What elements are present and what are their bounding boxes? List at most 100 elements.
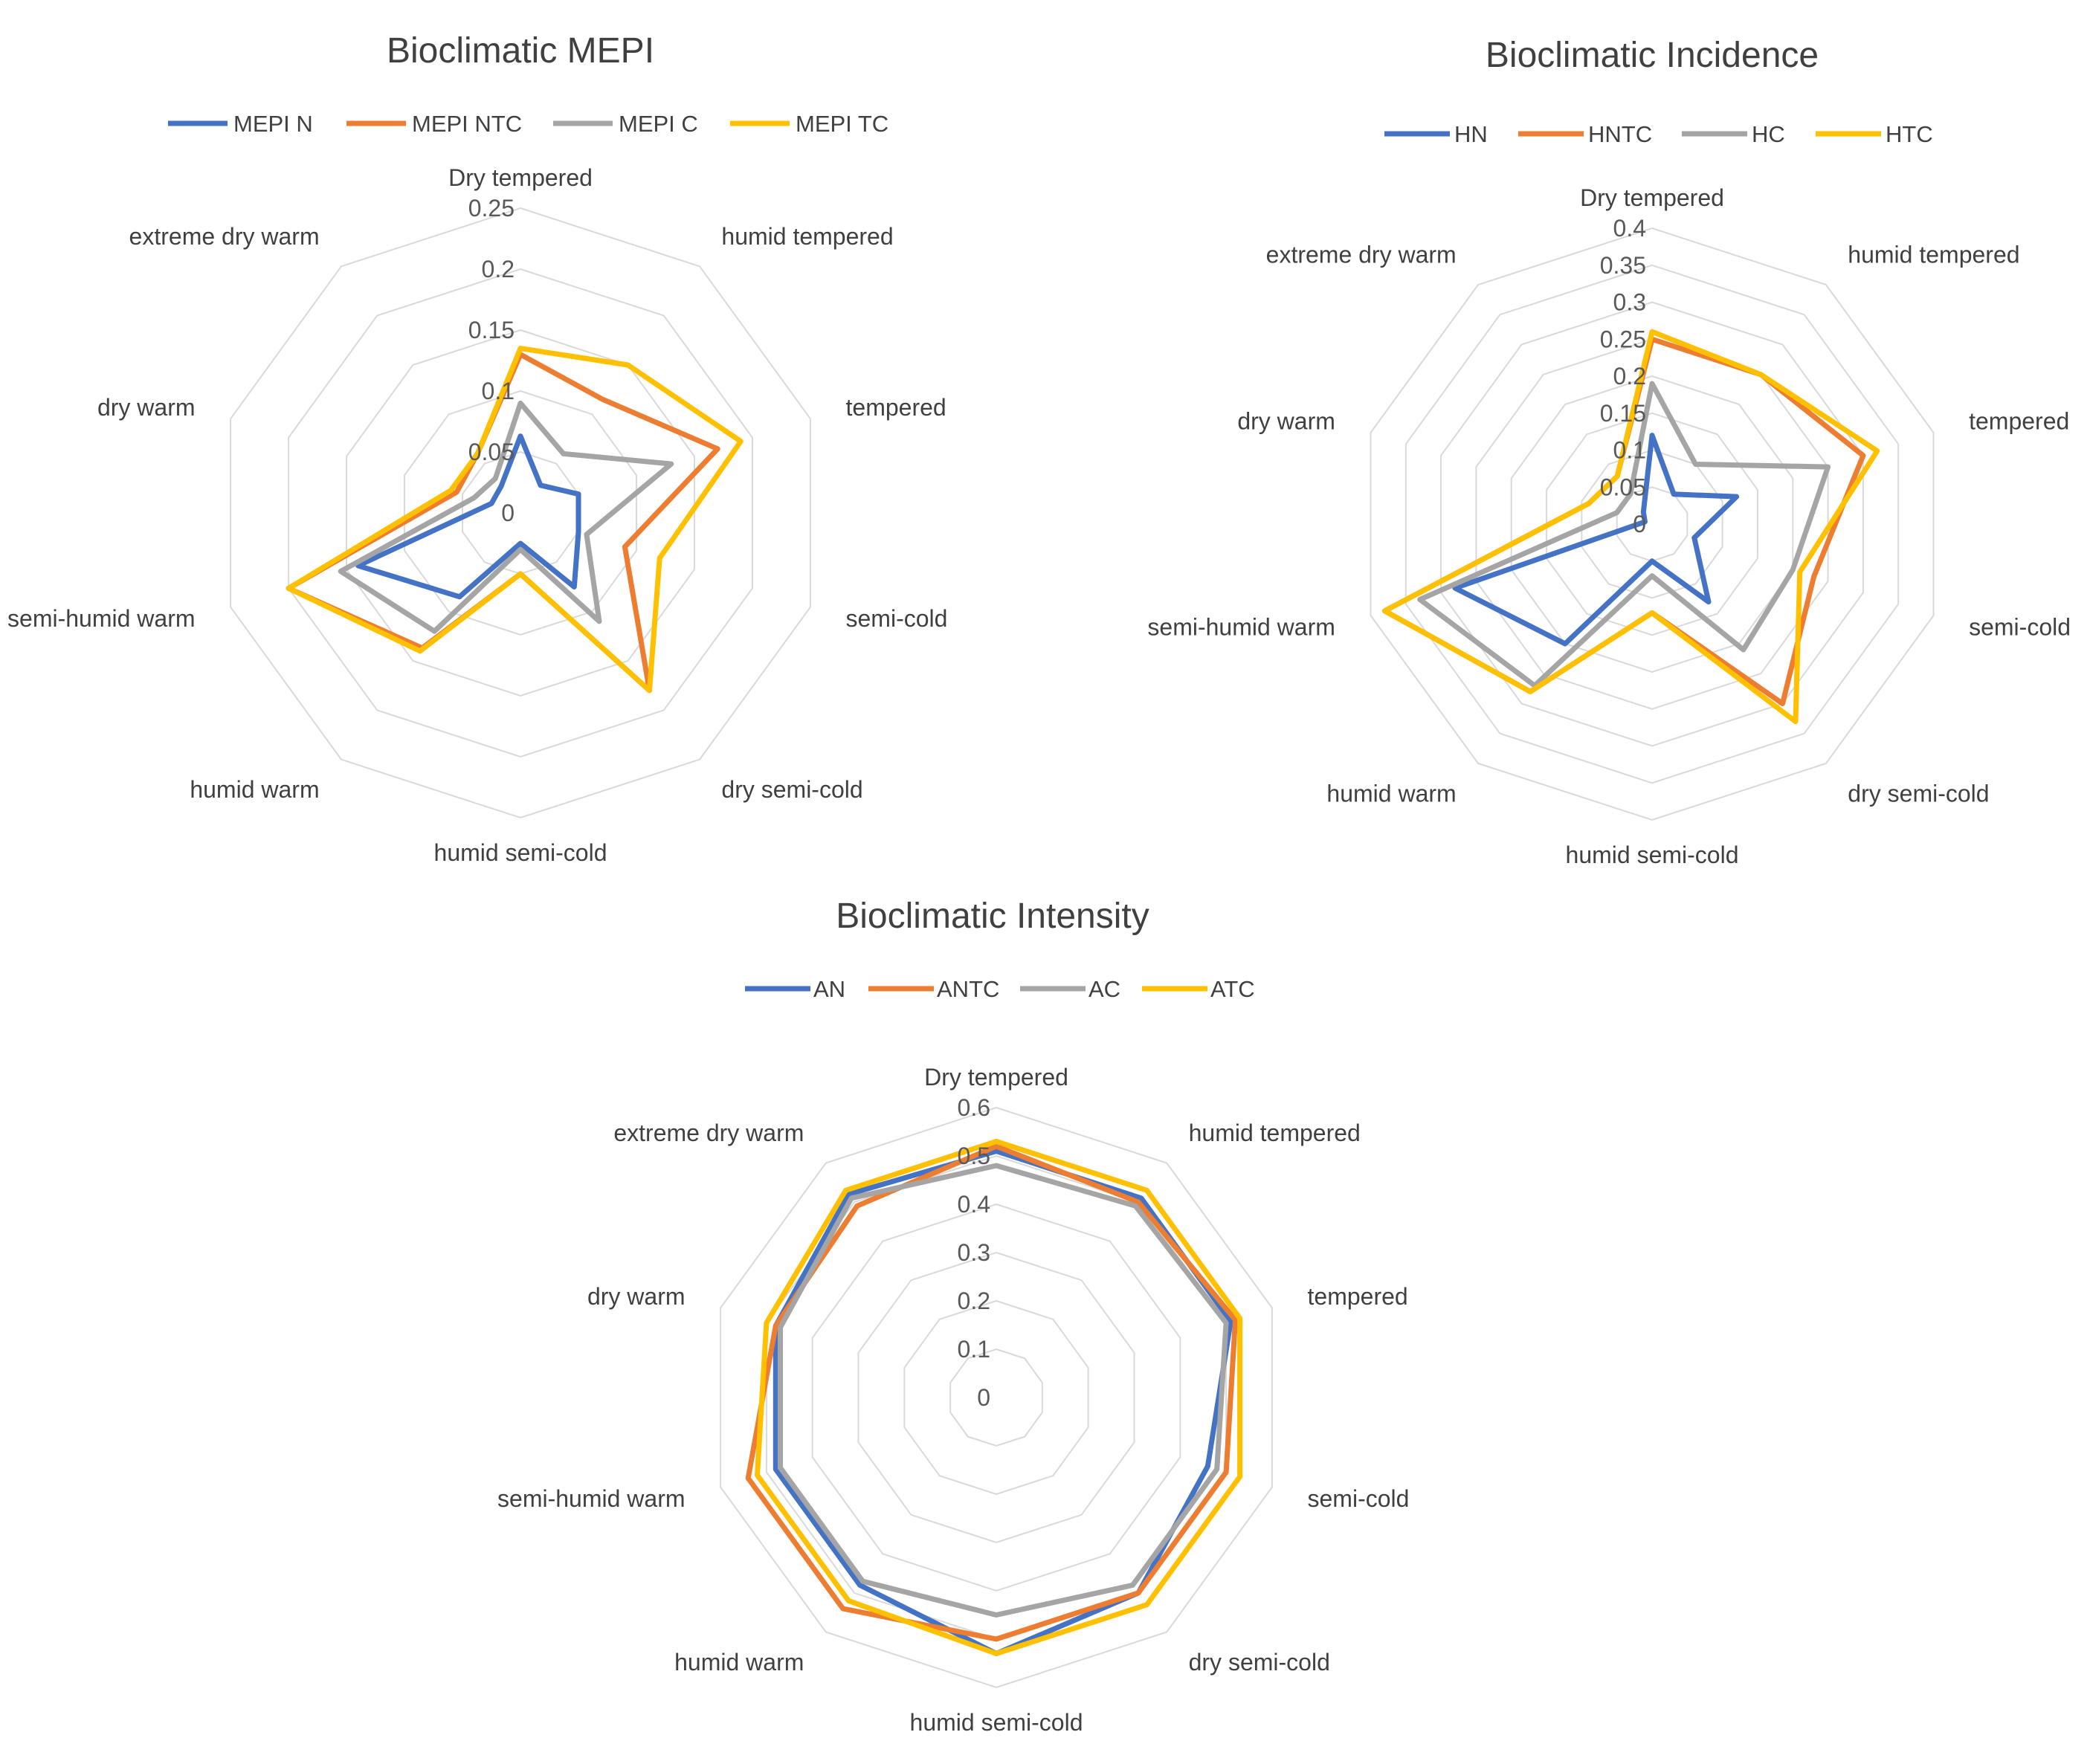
legend-label: HTC bbox=[1886, 121, 1933, 147]
category-label: Dry tempered bbox=[1580, 184, 1724, 211]
grid-ring bbox=[1404, 264, 1900, 784]
tick-label: 0.1 bbox=[1613, 437, 1646, 464]
tick-label: 0.2 bbox=[482, 256, 515, 282]
series-line bbox=[755, 1139, 1243, 1656]
grid-ring bbox=[230, 207, 811, 819]
legend: MEPI N MEPI NTC MEPI C MEPI TC bbox=[168, 111, 888, 137]
category-label: extreme dry warm bbox=[1266, 242, 1457, 268]
radar-plot: 0 0.05 0.1 0.15 0.2 0.25 Dry tempered humid tem… bbox=[7, 164, 947, 866]
series-line bbox=[1417, 381, 1831, 688]
legend-label: ATC bbox=[1210, 976, 1255, 1002]
category-labels: Dry tempered humid tempered tempered semi-c… bbox=[7, 164, 947, 866]
tick-label: 0.4 bbox=[1613, 215, 1646, 242]
legend-item: MEPI N bbox=[168, 111, 313, 137]
grid-ring bbox=[811, 1203, 1181, 1592]
radial-ticks: 0 0.05 0.1 0.15 0.2 0.25 bbox=[468, 195, 515, 526]
grid-ring bbox=[462, 450, 579, 575]
category-label: semi-cold bbox=[846, 605, 948, 632]
legend-item: HN bbox=[1384, 121, 1488, 147]
tick-label: 0.3 bbox=[958, 1239, 990, 1266]
legend-item: AC bbox=[1020, 976, 1120, 1002]
grid-ring bbox=[1510, 375, 1794, 673]
legend-label: ANTC bbox=[937, 976, 999, 1002]
tick-label: 0.15 bbox=[468, 317, 515, 343]
grid-ring bbox=[1370, 227, 1935, 821]
radar-grid bbox=[1370, 227, 1935, 821]
tick-label: 0.1 bbox=[958, 1336, 990, 1363]
category-label: extreme dry warm bbox=[129, 223, 320, 250]
legend-item: MEPI TC bbox=[730, 111, 888, 137]
category-label: humid warm bbox=[190, 776, 319, 803]
category-label: humid warm bbox=[1326, 780, 1456, 807]
legend-item: HTC bbox=[1816, 121, 1933, 147]
tick-label: 0.1 bbox=[482, 378, 515, 404]
legend-item: HC bbox=[1682, 121, 1785, 147]
tick-label: 0.35 bbox=[1600, 252, 1646, 279]
category-label: tempered bbox=[846, 394, 946, 421]
series-line bbox=[778, 1163, 1229, 1618]
chart-title: Bioclimatic Intensity bbox=[836, 896, 1149, 936]
grid-ring bbox=[1546, 412, 1758, 636]
radar-series-group bbox=[745, 1139, 1243, 1656]
legend-item: MEPI C bbox=[553, 111, 698, 137]
radar-grid bbox=[230, 207, 811, 819]
category-label: semi-humid warm bbox=[1147, 613, 1335, 640]
chart-intensity: Bioclimatic Intensity AN ANTC AC ATC 0 0.… bbox=[497, 896, 1409, 1736]
series-line bbox=[338, 400, 674, 634]
tick-label: 0.5 bbox=[958, 1143, 990, 1169]
tick-label: 0.6 bbox=[958, 1094, 990, 1121]
grid-ring bbox=[857, 1251, 1135, 1544]
category-label: dry warm bbox=[587, 1283, 686, 1310]
legend-label: MEPI NTC bbox=[412, 111, 522, 137]
series-line bbox=[355, 433, 581, 600]
legend-item: ATC bbox=[1142, 976, 1255, 1002]
category-label: semi-humid warm bbox=[497, 1485, 685, 1512]
chart-title: Bioclimatic Incidence bbox=[1486, 36, 1819, 75]
tick-label: 0.2 bbox=[958, 1288, 990, 1314]
series-line bbox=[1452, 433, 1740, 647]
category-label: humid warm bbox=[674, 1649, 804, 1676]
legend-label: MEPI TC bbox=[796, 111, 888, 137]
grid-ring bbox=[346, 329, 695, 697]
tick-label: 0.15 bbox=[1600, 400, 1646, 427]
legend-label: HNTC bbox=[1588, 121, 1652, 147]
legend-item: ANTC bbox=[868, 976, 999, 1002]
category-label: semi-humid warm bbox=[7, 605, 195, 632]
legend: HN HNTC HC HTC bbox=[1384, 121, 1933, 147]
category-labels: Dry tempered humid tempered tempered semi-c… bbox=[1147, 184, 2071, 868]
category-label: humid tempered bbox=[1189, 1120, 1361, 1146]
category-label: humid tempered bbox=[1848, 242, 2019, 268]
tick-label: 0.25 bbox=[1600, 326, 1646, 352]
radial-ticks: 0 0.05 0.1 0.15 0.2 0.25 0.3 0.35 0.4 bbox=[1600, 215, 1646, 537]
category-labels: Dry tempered humid tempered tempered semi-c… bbox=[497, 1064, 1409, 1736]
tick-label: 0.05 bbox=[468, 439, 515, 465]
category-label: extreme dry warm bbox=[613, 1120, 804, 1146]
chart-mepi: Bioclimatic MEPI MEPI N MEPI NTC MEPI C … bbox=[7, 31, 947, 866]
grid-ring bbox=[288, 268, 753, 758]
category-label: humid semi-cold bbox=[434, 839, 607, 866]
category-label: dry semi-cold bbox=[1848, 780, 1989, 807]
tick-label: 0 bbox=[501, 500, 515, 526]
grid-ring bbox=[1440, 301, 1864, 747]
grid-ring bbox=[903, 1299, 1089, 1496]
grid-ring bbox=[1475, 338, 1829, 710]
chart-incidence: Bioclimatic Incidence HN HNTC HC HTC 0 0.… bbox=[1147, 36, 2071, 868]
category-label: tempered bbox=[1969, 408, 2069, 435]
tick-label: 0.2 bbox=[1613, 363, 1646, 390]
radar-grid bbox=[720, 1106, 1273, 1689]
legend-label: HC bbox=[1752, 121, 1785, 147]
legend-label: MEPI C bbox=[619, 111, 698, 137]
tick-label: 0 bbox=[1633, 511, 1646, 537]
radar-series-group bbox=[1381, 329, 1880, 725]
category-label: humid semi-cold bbox=[1566, 841, 1739, 868]
legend: AN ANTC AC ATC bbox=[745, 976, 1255, 1002]
category-label: humid semi-cold bbox=[910, 1709, 1083, 1736]
grid-ring bbox=[720, 1106, 1273, 1689]
legend-label: AN bbox=[813, 976, 845, 1002]
category-label: semi-cold bbox=[1308, 1485, 1410, 1512]
radial-ticks: 0 0.1 0.2 0.3 0.4 0.5 0.6 bbox=[958, 1094, 990, 1411]
series-line bbox=[286, 346, 744, 694]
category-label: dry warm bbox=[97, 394, 196, 421]
category-label: dry warm bbox=[1237, 408, 1335, 435]
